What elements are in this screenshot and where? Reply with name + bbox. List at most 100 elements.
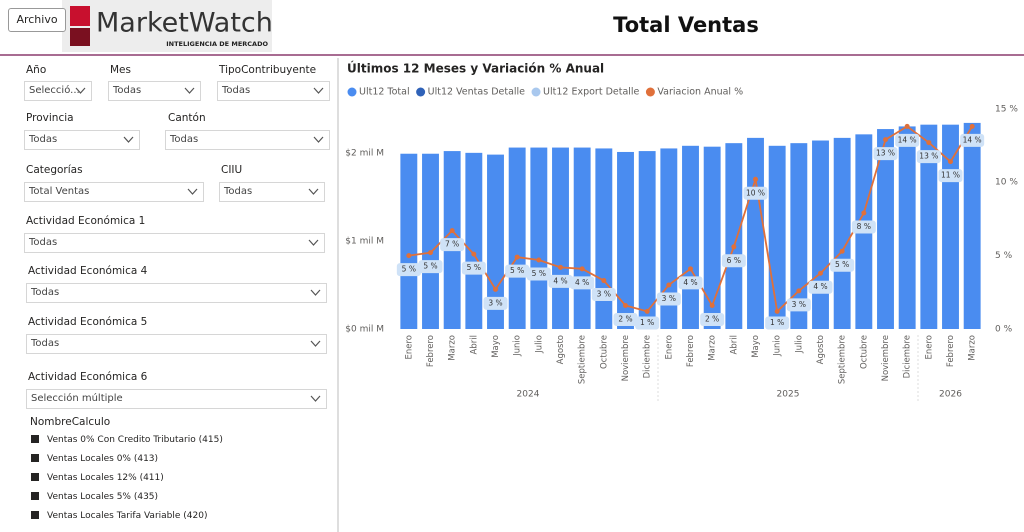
- checkbox-item[interactable]: Ventas 0% Con Credito Tributario (415): [31, 435, 223, 445]
- checkbox-label: Ventas 0% Con Credito Tributario (415): [47, 435, 223, 445]
- bar: [877, 129, 894, 329]
- logo-tagline: INTELIGENCIA DE MERCADO: [166, 40, 268, 48]
- data-label: 5 %: [402, 265, 416, 274]
- line-point: [818, 270, 823, 276]
- dropdown-value: Todas: [224, 186, 253, 197]
- dropdown[interactable]: Todas: [219, 182, 325, 202]
- data-label: 5 %: [510, 266, 524, 275]
- dropdown[interactable]: Todas: [165, 130, 330, 150]
- checkbox[interactable]: [31, 473, 39, 481]
- dropdown-value: Todas: [113, 85, 142, 96]
- data-label-box: [916, 150, 941, 164]
- data-label-box: [656, 292, 681, 306]
- data-label-box: [765, 316, 790, 330]
- checkbox[interactable]: [31, 511, 39, 519]
- dropdown[interactable]: Todas: [108, 81, 201, 101]
- data-label-box: [505, 264, 530, 278]
- legend-label: Ult12 Export Detalle: [543, 87, 640, 98]
- filter-label: Año: [26, 64, 47, 76]
- filter-label: Provincia: [26, 112, 74, 124]
- dropdown[interactable]: Todas: [24, 130, 140, 150]
- bar: [920, 124, 938, 330]
- bar: [552, 147, 569, 329]
- x-tick-label: Septiembre: [838, 335, 848, 384]
- data-label: 2 %: [705, 315, 719, 324]
- legend-label: Ult12 Ventas Detalle: [428, 87, 526, 98]
- dropdown[interactable]: Todas: [26, 334, 327, 354]
- data-label: 4 %: [575, 278, 589, 287]
- dropdown[interactable]: Selección múltiple: [26, 389, 327, 409]
- checkbox-item[interactable]: Ventas Locales 5% (435): [31, 492, 158, 502]
- line-point: [428, 250, 433, 256]
- line-point: [644, 308, 650, 314]
- bar: [617, 151, 634, 329]
- data-label: 13 %: [876, 149, 895, 158]
- legend-marker: [531, 87, 541, 97]
- x-tick-label: Mayo: [751, 335, 761, 358]
- data-label-box: [678, 276, 703, 290]
- data-label-box: [396, 263, 421, 277]
- dropdown[interactable]: Todas: [217, 81, 330, 101]
- data-label-box: [570, 276, 595, 290]
- bar: [660, 148, 678, 329]
- bar: [422, 153, 439, 329]
- data-label-box: [851, 220, 876, 234]
- line-point: [579, 266, 585, 272]
- chevron: [123, 136, 134, 143]
- dropdown-value: Todas: [29, 134, 58, 145]
- checkbox[interactable]: [31, 492, 39, 500]
- checkbox-item[interactable]: Ventas Locales 0% (413): [31, 454, 158, 464]
- bar: [682, 145, 699, 329]
- line-point: [709, 303, 715, 309]
- x-tick-label: Octubre: [859, 335, 869, 369]
- checkbox-label: Ventas Locales 12% (411): [47, 473, 164, 483]
- line-point: [536, 257, 542, 263]
- x-tick-label: Agosto: [556, 335, 566, 364]
- data-label: 5 %: [467, 263, 481, 272]
- chevron: [310, 395, 321, 402]
- data-label-box: [830, 258, 855, 272]
- data-label-box: [895, 133, 920, 147]
- checkbox-item[interactable]: Ventas Locales 12% (411): [31, 473, 164, 483]
- legend-marker: [416, 87, 426, 97]
- x-tick-label: Enero: [924, 335, 934, 360]
- x-tick-label: Enero: [404, 335, 414, 360]
- line-point: [774, 308, 780, 314]
- chart-title: Últimos 12 Meses y Variación % Anual: [347, 61, 604, 76]
- line-point: [471, 251, 477, 257]
- x-tick-label: Julio: [794, 335, 804, 354]
- data-label-box: [591, 288, 616, 302]
- x-tick-label: Marzo: [708, 335, 718, 361]
- data-label-box: [786, 298, 811, 312]
- dropdown-value: Todas: [222, 85, 251, 96]
- checkbox[interactable]: [31, 435, 39, 443]
- line-point: [688, 266, 693, 272]
- data-label: 4 %: [813, 282, 827, 291]
- data-label: 3 %: [792, 300, 806, 309]
- x-tick-label: Agosto: [816, 335, 826, 364]
- dropdown[interactable]: Total Ventas: [24, 182, 204, 202]
- data-label-box: [548, 274, 573, 288]
- data-label: 3 %: [662, 294, 676, 303]
- data-label: 1 %: [770, 318, 784, 327]
- dropdown[interactable]: Todas: [24, 233, 325, 253]
- legend-marker: [347, 87, 357, 97]
- checklist-title: NombreCalculo: [30, 416, 111, 428]
- x-tick-label: Marzo: [968, 335, 978, 361]
- bar: [508, 147, 526, 329]
- logo-box: [62, 0, 272, 52]
- dropdown-value: Selecció...: [29, 85, 80, 96]
- x-tick-label: Mayo: [491, 335, 501, 358]
- line-point: [969, 123, 975, 129]
- checkbox-item[interactable]: Ventas Locales Tarifa Variable (420): [31, 511, 207, 521]
- data-label: 5 %: [532, 269, 546, 278]
- dropdown[interactable]: Selecció...: [24, 81, 92, 101]
- data-label-box: [700, 313, 725, 327]
- archivo-button[interactable]: Archivo: [8, 8, 66, 32]
- chevron: [313, 87, 324, 94]
- x-tick-label: Julio: [534, 335, 544, 354]
- x-group-label: 2024: [517, 390, 540, 400]
- data-label: 13 %: [919, 152, 938, 161]
- checkbox[interactable]: [31, 454, 39, 462]
- dropdown[interactable]: Todas: [26, 283, 327, 303]
